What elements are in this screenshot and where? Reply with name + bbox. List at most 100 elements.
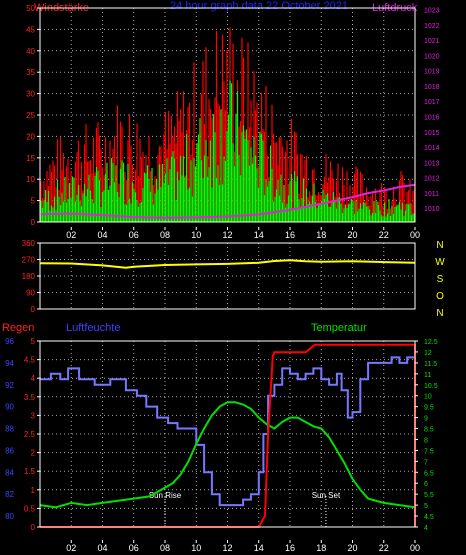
x-tick-label-12: 12 (222, 230, 232, 240)
compass-label-N: N (436, 240, 443, 251)
temperature-y-label-4: 4 (424, 525, 428, 532)
temperature-y-label-7.5: 7.5 (424, 448, 434, 455)
x-tick-label-00: 00 (410, 543, 420, 553)
pressure-y-label-1014: 1014 (424, 145, 440, 152)
temperature-y-label-8.5: 8.5 (424, 427, 434, 434)
rain-line (40, 343, 416, 528)
humidity-y-label-90: 90 (5, 403, 14, 412)
pressure-y-label-1015: 1015 (424, 130, 440, 137)
wind-series (40, 80, 416, 222)
compass-label-O: O (436, 291, 444, 302)
humidity-y-label-88: 88 (5, 425, 14, 434)
pressure-y-label-1016: 1016 (424, 115, 440, 122)
wind-axis-x: 02 04 06 08 10 12 14 16 18 20 22 00 (66, 227, 420, 240)
wind-y-label-0: 0 (31, 218, 36, 227)
wind-y-label-40: 40 (26, 47, 35, 56)
wind-y-label-45: 45 (26, 25, 35, 34)
temperature-y-label-10.5: 10.5 (424, 383, 438, 390)
pressure-line (39, 183, 416, 219)
dir-y-label-0: 0 (31, 305, 36, 314)
pressure-y-label-1021: 1021 (424, 38, 440, 45)
pressure-y-label-1018: 1018 (424, 84, 440, 91)
pressure-y-label-1012: 1012 (424, 176, 440, 183)
pressure-y-label-1010: 1010 (424, 206, 440, 213)
x-tick-label-20: 20 (347, 543, 357, 553)
direction-axis-left: 0 90 180 270 360 (22, 239, 40, 314)
temperature-title-label: Temperatur (311, 322, 367, 334)
humidity-axis: 80 82 84 86 88 90 92 94 96 (5, 337, 14, 521)
wind-y-label-5: 5 (31, 197, 36, 206)
sun-annotation-0: Sun Rise (149, 491, 182, 500)
pressure-y-label-1022: 1022 (424, 23, 440, 30)
humidity-y-label-92: 92 (5, 381, 14, 390)
pressure-y-label-1019: 1019 (424, 69, 440, 76)
temperature-y-label-4.5: 4.5 (424, 514, 434, 521)
wind-y-label-15: 15 (26, 154, 35, 163)
rain-y-label-1: 1 (31, 486, 36, 495)
temperature-y-label-6.5: 6.5 (424, 470, 434, 477)
pressure-y-label-1013: 1013 (424, 160, 440, 167)
dir-y-label-90: 90 (26, 289, 35, 298)
humidity-title-label: Luftfeuchte (66, 322, 120, 334)
x-tick-label-02: 02 (66, 230, 76, 240)
pressure-axis-right: 1010 1011 1012 1013 1014 1015 1016 1017 1018 1019… (424, 8, 440, 214)
wind-y-label-20: 20 (26, 132, 35, 141)
humidity-y-label-96: 96 (5, 337, 14, 346)
pressure-y-label-1017: 1017 (424, 99, 440, 106)
temperature-y-label-5.5: 5.5 (424, 492, 434, 499)
direction-line (39, 259, 416, 269)
wind-axis-left: 0 5 10 15 20 25 30 35 40 45 50 (26, 4, 40, 227)
x-tick-label-04: 04 (97, 230, 107, 240)
x-tick-label-10: 10 (191, 230, 201, 240)
temperature-y-label-6: 6 (424, 481, 428, 488)
x-tick-label-16: 16 (285, 230, 295, 240)
x-tick-label-12: 12 (222, 543, 232, 553)
x-tick-label-20: 20 (347, 230, 357, 240)
x-tick-label-18: 18 (316, 543, 326, 553)
chart-title-label: 24 hour graph data 22 October 2021 (170, 0, 348, 12)
compass-label-W: W (435, 257, 445, 268)
x-tick-label-18: 18 (316, 230, 326, 240)
rain-y-label-3.5: 3.5 (24, 393, 36, 402)
direction-panel-grid (40, 243, 415, 309)
x-tick-label-22: 22 (379, 543, 389, 553)
rain-y-label-2: 2 (31, 449, 36, 458)
temperature-y-label-5: 5 (424, 503, 428, 510)
temperature-y-label-11: 11 (424, 372, 431, 379)
temperature-y-label-11.5: 11.5 (424, 361, 437, 368)
temperature-y-label-9: 9 (424, 416, 428, 423)
x-tick-label-08: 08 (160, 543, 170, 553)
rain-y-label-0.5: 0.5 (24, 504, 36, 513)
x-tick-label-06: 06 (129, 230, 139, 240)
sun-annotation-1: Sun Set (312, 491, 341, 500)
rain-y-label-4.5: 4.5 (24, 356, 36, 365)
temperature-y-label-8: 8 (424, 437, 428, 444)
wind-y-label-25: 25 (26, 111, 35, 120)
rain-y-label-3: 3 (31, 411, 36, 420)
compass-label-N: N (436, 308, 443, 319)
humidity-y-label-80: 80 (5, 512, 14, 521)
wind-y-label-30: 30 (26, 90, 35, 99)
sun-annotations: Sun Rise Sun Set (149, 491, 341, 527)
humidity-y-label-94: 94 (5, 359, 14, 368)
wind-y-label-35: 35 (26, 68, 35, 77)
pressure-y-label-1011: 1011 (424, 191, 439, 198)
rain-y-label-1.5: 1.5 (24, 467, 36, 476)
x-tick-label-10: 10 (191, 543, 201, 553)
dir-y-label-180: 180 (22, 272, 36, 281)
rain-y-label-2.5: 2.5 (24, 430, 36, 439)
x-tick-label-08: 08 (160, 230, 170, 240)
pressure-y-label-1020: 1020 (424, 53, 440, 60)
temperature-y-label-7: 7 (424, 459, 428, 466)
temperature-y-label-12: 12 (424, 350, 432, 357)
x-tick-label-04: 04 (97, 543, 107, 553)
x-tick-label-06: 06 (129, 543, 139, 553)
x-tick-label-14: 14 (254, 543, 264, 553)
x-tick-label-22: 22 (379, 230, 389, 240)
humidity-y-label-82: 82 (5, 490, 14, 499)
x-tick-label-00: 00 (410, 230, 420, 240)
